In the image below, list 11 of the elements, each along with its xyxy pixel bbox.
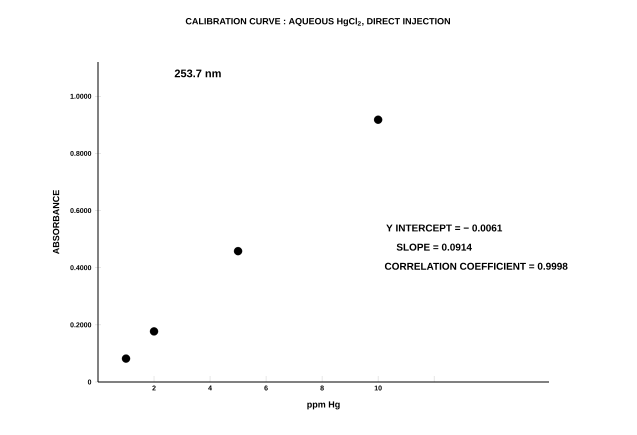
x-axis-title: ppm Hg: [307, 401, 340, 410]
point: [234, 246, 242, 256]
point: [374, 116, 382, 124]
annotation: 253.7 nm: [174, 70, 221, 78]
point: [122, 354, 130, 363]
annotation: CORRELATION COEFFICIENT = 0.9998: [384, 262, 568, 270]
annotation: Y INTERCEPT = − 0.0061: [386, 224, 502, 232]
point: [150, 327, 158, 336]
annotation: SLOPE = 0.0914: [396, 244, 472, 251]
y-axis-title: ABSORBANCE: [52, 190, 60, 254]
chart-title: CALIBRATION CURVE : AQUEOUS HgCl$_{2}$, DIRECT INJECTION: [186, 18, 450, 26]
